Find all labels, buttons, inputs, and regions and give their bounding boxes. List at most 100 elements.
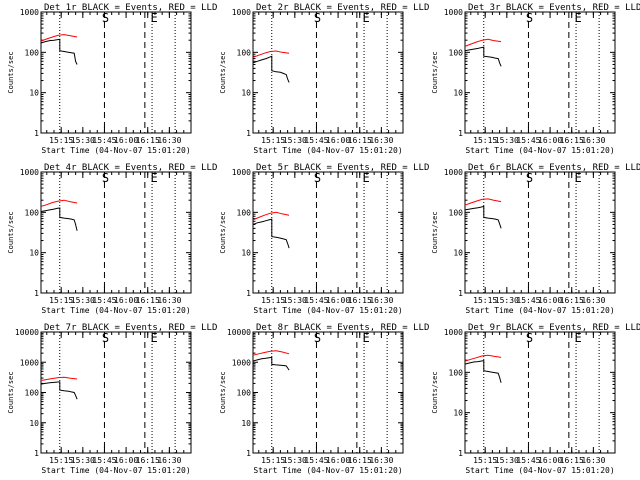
x-tick-label: 16:30 [157, 296, 181, 305]
y-tick-label: 1 [34, 449, 39, 458]
lld-series-line [252, 50, 290, 58]
panel-title: Det 1r BLACK = Events, RED = LLD [44, 3, 217, 13]
y-tick-label: 100 [449, 368, 464, 377]
y-tick-label: 100 [25, 208, 40, 217]
x-tick-label: 16:00 [326, 296, 350, 305]
x-tick-label: 15:15 [473, 136, 497, 145]
y-tick-label: 10 [241, 419, 251, 428]
end-marker-label: E [150, 11, 157, 25]
start-marker-label: S [526, 11, 533, 25]
panel-title: Det 8r BLACK = Events, RED = LLD [256, 323, 429, 333]
panel-det-5: Det 5r BLACK = Events, RED = LLD 1 10 100 10… [219, 163, 429, 315]
x-tick-label: 16:15 [136, 136, 160, 145]
x-tick-label: 16:00 [114, 136, 138, 145]
events-series-line [40, 38, 78, 65]
start-marker-label: S [102, 11, 109, 25]
x-axis-label: Start Time (04-Nov-07 15:01:20) [465, 466, 614, 475]
panel-title: Det 7r BLACK = Events, RED = LLD [44, 323, 217, 333]
plot-frame [40, 11, 192, 134]
plot-frame [40, 171, 192, 294]
x-tick-label: 16:00 [326, 136, 350, 145]
x-axis-label: Start Time (04-Nov-07 15:01:20) [253, 306, 402, 315]
lld-series-line [464, 354, 502, 362]
y-tick-label: 10 [29, 89, 39, 98]
plot-frame [40, 331, 192, 454]
x-tick-label: 15:30 [283, 296, 307, 305]
lld-series-line [40, 376, 78, 381]
panel-det-8: Det 8r BLACK = Events, RED = LLD 1 10 100 10… [219, 323, 429, 475]
panel-title: Det 6r BLACK = Events, RED = LLD [468, 163, 640, 173]
x-tick-label: 15:30 [495, 456, 519, 465]
panel-det-3: Det 3r BLACK = Events, RED = LLD 1 10 100 10… [431, 3, 640, 155]
y-tick-label: 10 [453, 89, 463, 98]
events-series-line [464, 46, 502, 67]
panel-det-7: Det 7r BLACK = Events, RED = LLD 1 10 100 10… [7, 323, 217, 475]
y-tick-label: 100 [237, 389, 252, 398]
end-marker-label: E [150, 171, 157, 185]
x-axis-label: Start Time (04-Nov-07 15:01:20) [41, 466, 190, 475]
lld-series-line [40, 199, 78, 207]
events-series-line [252, 218, 290, 249]
end-marker-label: E [574, 331, 581, 345]
x-tick-label: 16:15 [348, 296, 372, 305]
x-tick-label: 16:15 [560, 136, 584, 145]
x-tick-label: 15:45 [92, 456, 116, 465]
x-tick-label: 15:30 [495, 136, 519, 145]
end-marker-label: E [574, 171, 581, 185]
y-axis-label: Counts/sec [7, 371, 15, 413]
y-axis-label: Counts/sec [7, 211, 15, 253]
x-tick-label: 16:30 [581, 456, 605, 465]
y-axis-label: Counts/sec [219, 371, 227, 413]
panel-title: Det 4r BLACK = Events, RED = LLD [44, 163, 217, 173]
x-tick-label: 15:15 [261, 456, 285, 465]
y-axis-label: Counts/sec [219, 51, 227, 93]
lld-series-line [252, 350, 290, 356]
y-tick-label: 100 [25, 48, 40, 57]
y-tick-label: 1000 [232, 168, 251, 177]
y-tick-label: 1000 [232, 358, 251, 367]
x-tick-label: 15:15 [473, 296, 497, 305]
x-tick-label: 15:15 [49, 456, 73, 465]
panel-title: Det 2r BLACK = Events, RED = LLD [256, 3, 429, 13]
x-tick-label: 16:00 [114, 456, 138, 465]
x-axis-label: Start Time (04-Nov-07 15:01:20) [41, 146, 190, 155]
start-marker-label: S [314, 331, 321, 345]
x-tick-label: 15:30 [283, 136, 307, 145]
y-tick-label: 10 [241, 249, 251, 258]
x-axis-label: Start Time (04-Nov-07 15:01:20) [41, 306, 190, 315]
x-tick-label: 16:00 [538, 136, 562, 145]
y-tick-label: 1 [34, 129, 39, 138]
x-axis-label: Start Time (04-Nov-07 15:01:20) [465, 306, 614, 315]
y-tick-label: 10 [29, 419, 39, 428]
panel-det-9: Det 9r BLACK = Events, RED = LLD 1 10 100 10… [431, 323, 640, 475]
x-tick-label: 15:30 [495, 296, 519, 305]
x-tick-label: 16:00 [326, 456, 350, 465]
y-tick-label: 1000 [444, 8, 463, 17]
panel-det-2: Det 2r BLACK = Events, RED = LLD 1 10 100 10… [219, 3, 429, 155]
y-tick-label: 1000 [20, 358, 39, 367]
panel-title: Det 3r BLACK = Events, RED = LLD [468, 3, 640, 13]
panel-det-1: Det 1r BLACK = Events, RED = LLD 1 10 100 10… [7, 3, 217, 155]
plot-frame [464, 331, 616, 454]
end-marker-label: E [574, 11, 581, 25]
x-tick-label: 16:15 [560, 456, 584, 465]
start-marker-label: S [314, 171, 321, 185]
x-tick-label: 16:15 [560, 296, 584, 305]
plot-frame [252, 171, 404, 294]
start-marker-label: S [102, 331, 109, 345]
y-tick-label: 10000 [227, 328, 251, 337]
x-tick-label: 15:15 [49, 136, 73, 145]
plot-frame [252, 11, 404, 134]
x-tick-label: 15:30 [71, 296, 95, 305]
start-marker-label: S [526, 331, 533, 345]
events-series-line [252, 55, 290, 83]
y-tick-label: 100 [449, 208, 464, 217]
events-series-line [40, 381, 78, 400]
x-axis-label: Start Time (04-Nov-07 15:01:20) [253, 146, 402, 155]
x-tick-label: 16:30 [369, 296, 393, 305]
panel-det-4: Det 4r BLACK = Events, RED = LLD 1 10 100 10… [7, 163, 217, 315]
x-tick-label: 15:15 [261, 136, 285, 145]
y-tick-label: 10 [453, 409, 463, 418]
y-tick-label: 10 [29, 249, 39, 258]
x-tick-label: 16:30 [581, 136, 605, 145]
